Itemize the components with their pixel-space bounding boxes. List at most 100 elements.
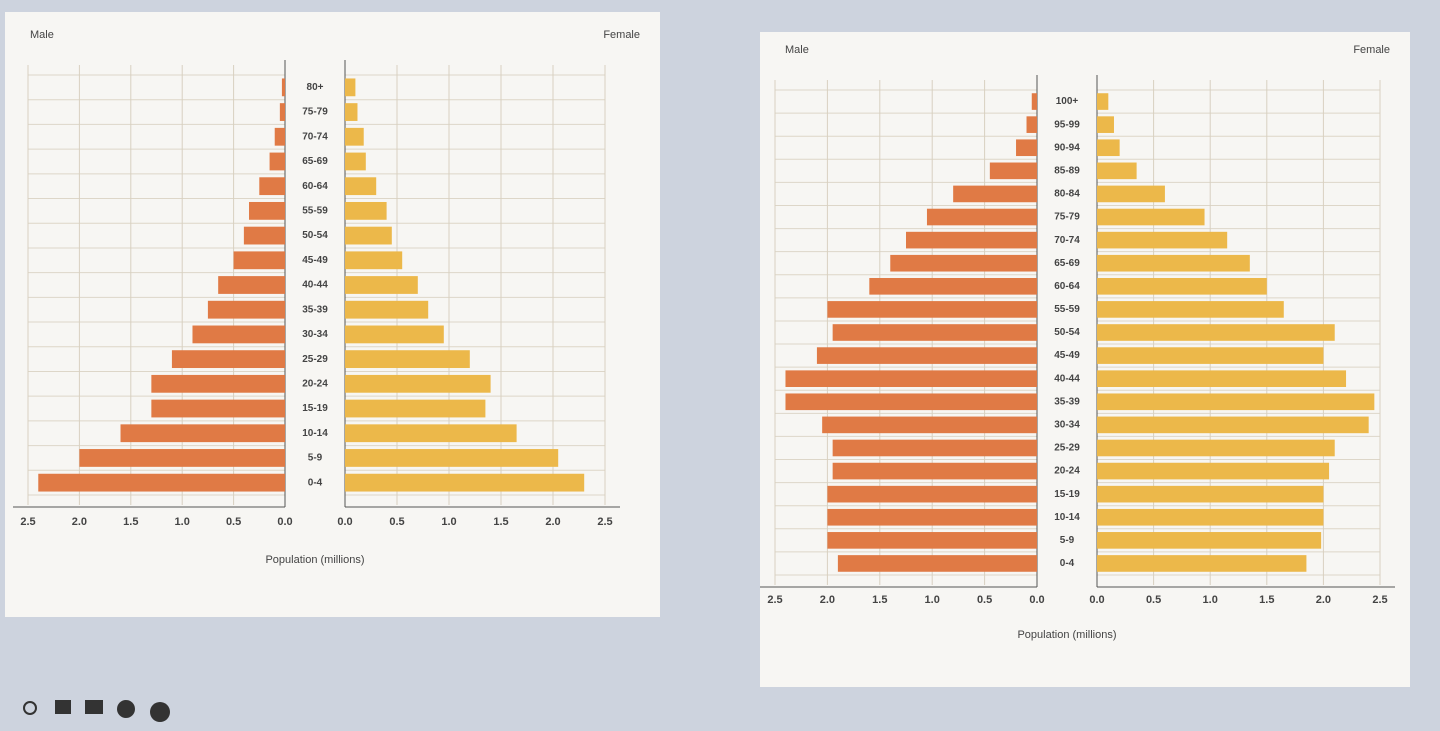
bar (345, 276, 418, 294)
bar (345, 177, 377, 196)
age-label: 100+ (1056, 96, 1079, 107)
x-axis-label: Population (millions) (265, 554, 364, 566)
x-tick-label: 2.0 (820, 594, 835, 606)
x-tick-label: 0.5 (977, 594, 992, 606)
age-label: 50-54 (302, 230, 328, 241)
age-label: 30-34 (1054, 420, 1080, 431)
age-label: 35-39 (302, 304, 328, 315)
bar (38, 473, 285, 492)
age-label: 95-99 (1054, 119, 1080, 130)
icon[interactable] (85, 700, 103, 714)
bar (1097, 93, 1109, 110)
bar (151, 399, 285, 418)
x-tick-label: 0.5 (226, 516, 241, 528)
x-tick-label: 2.0 (72, 516, 87, 528)
bar (906, 231, 1037, 249)
bar (1026, 116, 1037, 133)
bar (192, 325, 285, 344)
bar (1016, 139, 1037, 157)
bar (1097, 416, 1369, 434)
x-tick-label: 1.5 (1259, 594, 1274, 606)
age-label: 5-9 (1060, 535, 1075, 546)
bar (926, 208, 1037, 226)
age-label: 75-79 (1054, 212, 1080, 223)
bar (1097, 116, 1114, 133)
bar (822, 416, 1037, 434)
bar (827, 485, 1037, 503)
age-label: 50-54 (1054, 327, 1080, 338)
age-label: 45-49 (1054, 350, 1080, 361)
bar (1097, 162, 1137, 180)
x-tick-label: 1.0 (175, 516, 190, 528)
bar (1097, 231, 1228, 249)
bar (1097, 555, 1307, 572)
bar (345, 300, 429, 319)
icon[interactable] (150, 702, 170, 722)
bar (345, 449, 559, 467)
age-label: 0-4 (308, 477, 323, 488)
x-tick-label: 0.0 (277, 516, 292, 528)
x-tick-label: 2.5 (767, 594, 782, 606)
bar (832, 439, 1037, 457)
icon[interactable] (55, 700, 71, 714)
bar (345, 251, 403, 270)
x-tick-label: 2.5 (597, 516, 612, 528)
age-label: 15-19 (302, 403, 328, 414)
bar (1097, 370, 1347, 388)
bar (832, 462, 1037, 480)
bar (345, 103, 358, 121)
icon[interactable] (117, 700, 135, 718)
age-label: 25-29 (1054, 443, 1080, 454)
panel (5, 12, 660, 617)
x-tick-label: 1.0 (1203, 594, 1218, 606)
bar (345, 325, 444, 344)
bar (1097, 462, 1330, 480)
legend-label: Female (1353, 44, 1390, 56)
bar (345, 399, 486, 418)
x-tick-label: 0.0 (1089, 594, 1104, 606)
age-label: 85-89 (1054, 165, 1080, 176)
bar (837, 555, 1037, 572)
x-tick-label: 1.0 (925, 594, 940, 606)
x-tick-label: 0.5 (1146, 594, 1161, 606)
age-label: 40-44 (1054, 373, 1080, 384)
x-tick-label: 0.0 (337, 516, 352, 528)
bar (827, 301, 1037, 318)
bar (218, 276, 285, 294)
icon[interactable] (23, 701, 37, 715)
x-tick-label: 2.0 (545, 516, 560, 528)
bar (1097, 439, 1335, 457)
age-label: 60-64 (1054, 281, 1080, 292)
age-label: 55-59 (302, 206, 328, 217)
bar (345, 152, 366, 171)
age-label: 90-94 (1054, 142, 1080, 153)
x-tick-label: 0.0 (1029, 594, 1044, 606)
legend-label: Female (603, 29, 640, 41)
bar (345, 78, 356, 97)
age-label: 30-34 (302, 329, 328, 340)
x-tick-label: 0.5 (389, 516, 404, 528)
bar (1097, 324, 1335, 341)
x-tick-label: 2.5 (20, 516, 35, 528)
age-label: 80+ (307, 82, 324, 93)
bar (345, 201, 387, 220)
bar (79, 449, 286, 467)
legend-label: Male (30, 29, 54, 41)
bar (1097, 185, 1165, 203)
age-label: 5-9 (308, 453, 323, 464)
bar (1097, 254, 1250, 272)
age-label: 35-39 (1054, 396, 1080, 407)
bar (1097, 485, 1324, 503)
bar (269, 152, 285, 171)
age-label: 65-69 (1054, 258, 1080, 269)
age-label: 0-4 (1060, 558, 1075, 569)
bar (345, 374, 491, 393)
age-label: 25-29 (302, 354, 328, 365)
bar (890, 254, 1037, 272)
bar (827, 508, 1037, 526)
age-label: 65-69 (302, 156, 328, 167)
x-tick-label: 2.0 (1316, 594, 1331, 606)
bar (274, 127, 285, 146)
